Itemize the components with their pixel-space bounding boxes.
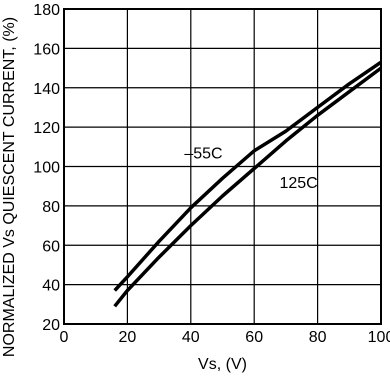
series-annotation-1: 125C (279, 175, 317, 192)
x-axis-label: Vs, (V) (198, 356, 247, 373)
series-annotation-0: –55C (184, 146, 222, 163)
series-line-0 (113, 60, 382, 292)
x-tick-label: 40 (182, 329, 200, 346)
series-lines (113, 60, 383, 308)
y-axis-label: NORMALIZED Vs QUIESCENT CURRENT, (%) (1, 17, 18, 357)
y-tick-label: 40 (42, 278, 60, 295)
annotations: –55C 125C (184, 146, 317, 193)
y-tick-label: 120 (33, 120, 60, 137)
y-tick-label: 60 (42, 238, 60, 255)
x-tick-label: 0 (60, 329, 69, 346)
x-tick-label: 20 (119, 329, 137, 346)
x-tick-labels: 0 20 40 60 80 100 (60, 329, 390, 346)
x-tick-label: 80 (309, 329, 327, 346)
y-tick-label: 160 (33, 41, 60, 58)
y-tick-label: 80 (42, 199, 60, 216)
series-line-1 (113, 66, 383, 308)
plot-frame (63, 8, 382, 325)
y-tick-label: 140 (33, 81, 60, 98)
x-tick-label: 60 (245, 329, 263, 346)
y-tick-labels: 20 40 60 80 100 120 140 160 180 (33, 2, 60, 334)
x-tick-label: 100 (368, 329, 390, 346)
y-tick-label: 100 (33, 160, 60, 177)
grid (64, 9, 381, 324)
y-tick-label: 20 (42, 317, 60, 334)
y-tick-label: 180 (33, 2, 60, 19)
